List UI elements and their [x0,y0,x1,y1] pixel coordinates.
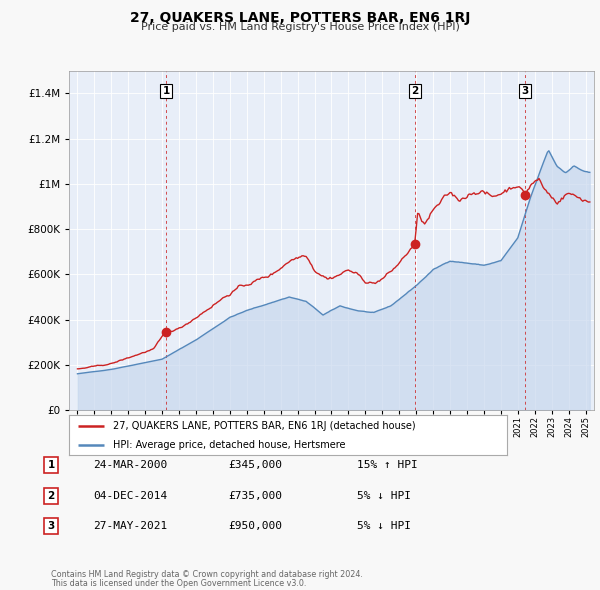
Text: 27, QUAKERS LANE, POTTERS BAR, EN6 1RJ (detached house): 27, QUAKERS LANE, POTTERS BAR, EN6 1RJ (… [113,421,415,431]
Text: 5% ↓ HPI: 5% ↓ HPI [357,522,411,531]
Text: This data is licensed under the Open Government Licence v3.0.: This data is licensed under the Open Gov… [51,579,307,588]
Text: £345,000: £345,000 [228,460,282,470]
Text: £735,000: £735,000 [228,491,282,500]
Text: 1: 1 [163,86,170,96]
Text: 27-MAY-2021: 27-MAY-2021 [93,522,167,531]
Text: 5% ↓ HPI: 5% ↓ HPI [357,491,411,500]
Text: 24-MAR-2000: 24-MAR-2000 [93,460,167,470]
Text: HPI: Average price, detached house, Hertsmere: HPI: Average price, detached house, Hert… [113,440,346,450]
Text: 3: 3 [521,86,529,96]
Text: Price paid vs. HM Land Registry's House Price Index (HPI): Price paid vs. HM Land Registry's House … [140,22,460,32]
Text: 04-DEC-2014: 04-DEC-2014 [93,491,167,500]
Text: 1: 1 [47,460,55,470]
Text: Contains HM Land Registry data © Crown copyright and database right 2024.: Contains HM Land Registry data © Crown c… [51,571,363,579]
Text: 27, QUAKERS LANE, POTTERS BAR, EN6 1RJ: 27, QUAKERS LANE, POTTERS BAR, EN6 1RJ [130,11,470,25]
Text: 2: 2 [47,491,55,500]
Text: £950,000: £950,000 [228,522,282,531]
Text: 15% ↑ HPI: 15% ↑ HPI [357,460,418,470]
Text: 3: 3 [47,522,55,531]
Text: 2: 2 [411,86,418,96]
